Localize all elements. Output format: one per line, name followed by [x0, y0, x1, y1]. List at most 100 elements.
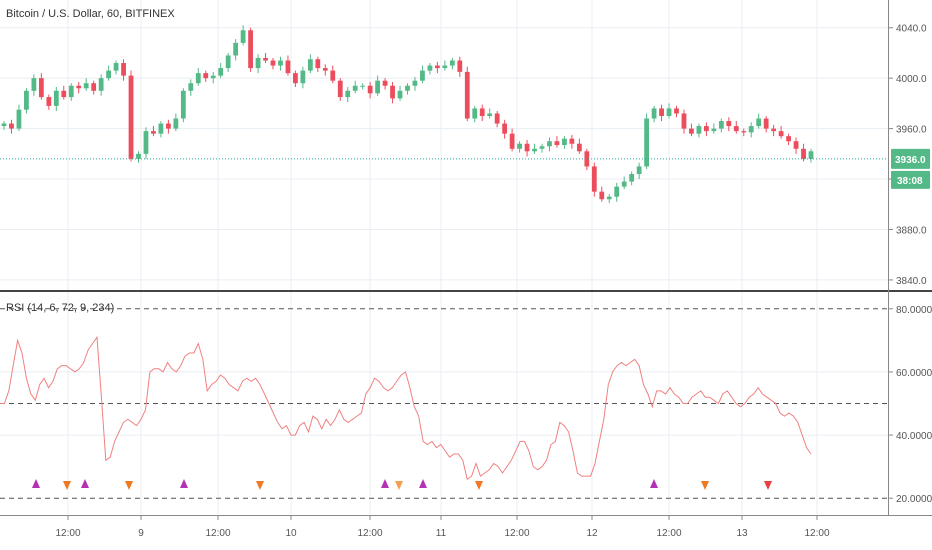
candle: [434, 61, 440, 74]
candle: [659, 104, 664, 122]
price-pane[interactable]: Bitcoin / U.S. Dollar, 60, BITFINEX: [0, 8, 888, 203]
candle: [584, 148, 590, 171]
time-tick-label: 9: [138, 528, 144, 539]
time-tick-label: 12: [586, 528, 598, 539]
candle: [696, 123, 702, 138]
candle: [666, 103, 672, 119]
candle: [472, 105, 478, 123]
candle: [352, 80, 358, 94]
candle: [517, 141, 522, 153]
candle: [412, 76, 418, 91]
candle-body: [591, 166, 597, 192]
candle-body: [106, 70, 112, 79]
signal-up-marker: [650, 479, 658, 488]
candle: [315, 56, 321, 72]
candle-body: [584, 151, 590, 167]
signal-down-marker: [701, 481, 709, 490]
candle-body: [599, 191, 605, 200]
candle: [300, 66, 306, 89]
countdown-tag: 38:08: [891, 170, 930, 189]
candle-body: [681, 113, 687, 129]
candle: [248, 27, 253, 72]
candle-body: [188, 83, 194, 91]
candle-body: [248, 30, 253, 69]
candle-body: [502, 123, 508, 134]
candle-body: [778, 131, 784, 137]
candle: [703, 122, 709, 137]
candle: [569, 134, 575, 149]
candle-body: [576, 143, 582, 152]
grid-lines: [0, 0, 888, 514]
candle-body: [345, 90, 351, 98]
candle-body: [293, 73, 298, 84]
rsi-pane[interactable]: RSI (14, 6, 72, 9, 234): [0, 302, 888, 499]
candle-body: [748, 126, 754, 133]
time-tick-label: 13: [736, 528, 748, 539]
candle-body: [703, 126, 709, 132]
signal-down-marker: [764, 481, 772, 490]
candle-body: [83, 83, 89, 89]
candle: [113, 60, 119, 75]
time-axis[interactable]: 12:00 9 12:00 10 12:00 11 12:00 12 12:00 13 12:00: [55, 515, 830, 539]
time-tick-label: 12:00: [804, 528, 829, 539]
candle: [255, 54, 261, 74]
candle: [165, 119, 171, 134]
candle: [420, 65, 425, 84]
candle: [442, 60, 448, 71]
candle: [128, 70, 134, 162]
candle: [547, 137, 552, 152]
candle-body: [61, 90, 67, 98]
candle-body: [16, 109, 22, 129]
candle: [636, 162, 642, 180]
candle-body: [233, 42, 239, 56]
candle: [16, 104, 22, 132]
candle-body: [165, 123, 171, 129]
candle-body: [270, 60, 276, 66]
candle: [322, 64, 328, 76]
candle-body: [412, 80, 418, 86]
candle-body: [24, 90, 29, 110]
candle: [24, 88, 29, 114]
time-tick-label: 12:00: [357, 528, 382, 539]
candle: [53, 87, 59, 111]
candle-body: [158, 123, 164, 134]
candle: [479, 104, 485, 122]
signal-down-marker: [475, 481, 483, 490]
candle: [494, 110, 500, 128]
candle-body: [442, 65, 448, 69]
candle: [158, 121, 164, 138]
candle-body: [427, 65, 433, 71]
candle-body: [113, 63, 119, 71]
candle-body: [420, 70, 425, 81]
candle-body: [263, 58, 268, 61]
candle: [31, 74, 37, 96]
candle: [689, 123, 694, 137]
rsi-level-lines: [0, 308, 888, 499]
signal-down-marker: [63, 481, 71, 490]
rsi-axis[interactable]: 20.0000 40.0000 60.0000 80.0000: [888, 305, 932, 505]
candle: [1, 121, 7, 130]
candle-body: [322, 68, 328, 71]
candle-body: [771, 128, 777, 132]
candle-body: [763, 118, 769, 129]
candle-body: [464, 71, 470, 119]
candle-body: [741, 131, 747, 133]
candle-body: [472, 108, 478, 119]
candle-body: [315, 59, 321, 69]
candle: [674, 105, 679, 118]
candle-body: [195, 73, 201, 84]
candle-body: [793, 141, 799, 149]
price-tick-label: 3880.0: [896, 225, 927, 236]
candle-body: [367, 85, 373, 94]
candle: [188, 79, 194, 96]
candle: [502, 119, 508, 139]
candle: [203, 70, 209, 82]
candle: [464, 66, 470, 122]
candle-body: [46, 97, 52, 106]
candle: [46, 94, 52, 110]
candle-body: [121, 63, 126, 76]
candle: [786, 133, 791, 145]
rsi-tick-label: 40.0000: [896, 431, 932, 442]
candle: [390, 81, 395, 104]
